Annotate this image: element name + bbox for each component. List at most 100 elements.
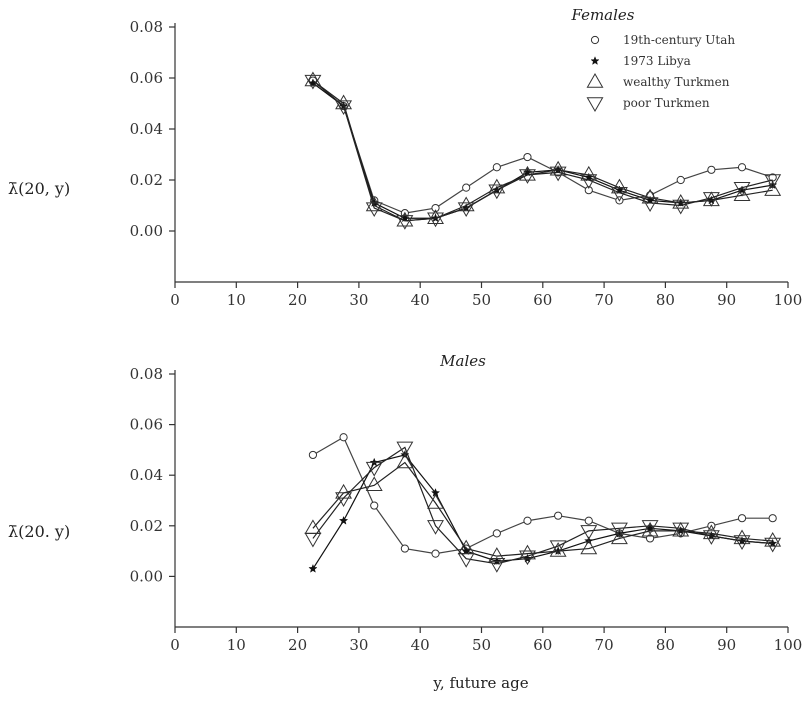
data-point <box>396 453 414 469</box>
series-19th-century-utah <box>308 76 777 218</box>
data-point <box>672 522 690 538</box>
x-tick-label: 20 <box>288 636 307 654</box>
data-point <box>488 547 506 562</box>
legend-item: 1973 Libya <box>590 54 691 68</box>
data-point <box>522 167 533 177</box>
x-tick-label: 30 <box>349 291 368 309</box>
x-tick-label: 100 <box>774 291 803 309</box>
series-poor-turkmen <box>304 441 782 573</box>
series-line <box>312 461 773 557</box>
data-point <box>488 558 506 573</box>
x-tick-label: 10 <box>227 291 246 309</box>
data-point <box>519 544 536 560</box>
data-point <box>764 181 782 196</box>
data-point <box>554 511 563 520</box>
y-tick-label: 0.04 <box>130 120 163 138</box>
x-tick-label: 0 <box>170 636 180 654</box>
data-point <box>431 203 440 213</box>
data-point <box>457 202 475 218</box>
data-point <box>519 550 536 566</box>
x-tick-label: 80 <box>656 291 675 309</box>
x-tick-label: 40 <box>411 291 430 309</box>
x-tick-label: 70 <box>595 291 614 309</box>
y-tick-label: 0.02 <box>130 171 163 189</box>
x-tick-label: 60 <box>533 291 552 309</box>
data-point <box>396 215 414 230</box>
y-axis-label: λ̄(20. y) <box>8 522 70 541</box>
data-point <box>549 166 567 182</box>
legend-item: wealthy Turkmen <box>586 72 730 89</box>
legend-item: poor Turkmen <box>586 96 710 113</box>
data-point <box>519 169 536 184</box>
y-tick-label: 0.06 <box>130 416 163 434</box>
legend-label: poor Turkmen <box>623 96 710 110</box>
x-tick-label: 60 <box>533 636 552 654</box>
data-point <box>335 94 353 110</box>
y-tick-label: 0.06 <box>130 69 163 87</box>
data-point <box>488 178 506 194</box>
data-point <box>488 184 506 200</box>
data-point <box>335 492 353 507</box>
data-point <box>365 202 383 218</box>
data-point <box>457 196 475 212</box>
data-point <box>645 195 655 205</box>
data-point <box>308 78 318 88</box>
legend-label: wealthy Turkmen <box>623 75 730 89</box>
data-point <box>365 196 383 212</box>
data-point <box>702 530 720 545</box>
data-point <box>733 529 751 545</box>
data-point <box>549 542 567 557</box>
data-point <box>492 163 501 172</box>
y-tick-label: 0.04 <box>130 466 163 484</box>
legend-item: 19th-century Utah <box>590 33 735 47</box>
data-point <box>492 529 501 538</box>
data-point <box>523 516 532 525</box>
data-point <box>610 529 628 545</box>
y-tick-label: 0.00 <box>130 567 163 585</box>
legend-marker <box>586 97 604 113</box>
data-point <box>768 514 777 523</box>
series-poor-turkmen <box>304 74 782 230</box>
y-tick-label: 0.08 <box>130 18 163 36</box>
data-point <box>492 556 502 566</box>
series-line <box>312 454 773 570</box>
data-point <box>431 549 440 558</box>
series-line <box>312 80 773 214</box>
data-point <box>737 163 747 172</box>
data-point <box>549 160 567 176</box>
females-panel: 0.08 0.06 0.04 0.02 0.00 0 10 20 30 40 50 60 70 80 90 1… <box>8 6 802 309</box>
data-point <box>338 515 349 525</box>
data-point <box>610 187 628 202</box>
legend-label: 19th-century Utah <box>623 33 735 47</box>
series-line <box>312 436 773 555</box>
data-point <box>641 521 659 537</box>
legend-marker <box>590 56 600 65</box>
legend-marker <box>586 72 604 88</box>
data-point <box>702 192 720 207</box>
data-point <box>645 534 655 543</box>
data-point <box>580 525 598 540</box>
x-tick-label: 10 <box>227 636 246 654</box>
panel-title: Females <box>570 6 634 24</box>
x-tick-label: 30 <box>349 636 368 654</box>
x-tick-label: 70 <box>595 636 614 654</box>
data-point <box>737 514 747 523</box>
x-tick-label: 0 <box>170 291 180 309</box>
panel-title: Males <box>439 352 486 370</box>
data-point <box>427 212 444 228</box>
data-point <box>764 537 782 553</box>
data-point <box>733 535 751 550</box>
data-point <box>457 552 475 568</box>
x-tick-label: 100 <box>774 636 803 654</box>
data-point <box>672 193 690 209</box>
data-point <box>427 494 444 509</box>
x-tick-label: 90 <box>717 291 736 309</box>
data-point <box>580 174 598 190</box>
x-tick-label: 40 <box>411 636 430 654</box>
data-point <box>400 213 410 223</box>
x-tick-label: 50 <box>472 291 491 309</box>
data-point <box>549 540 567 556</box>
data-point <box>707 165 716 174</box>
data-point <box>676 175 685 185</box>
